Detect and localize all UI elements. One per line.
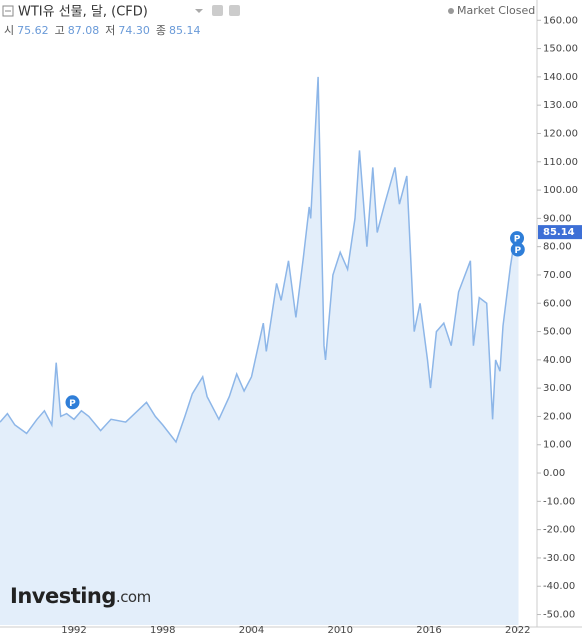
dropdown-icon[interactable] bbox=[195, 9, 203, 13]
y-tick-label: 120.00 bbox=[543, 128, 578, 139]
last-price-label: 85.14 bbox=[543, 227, 575, 238]
y-tick-label: 0.00 bbox=[543, 468, 565, 479]
event-marker[interactable] bbox=[65, 395, 80, 410]
status-dot bbox=[448, 8, 454, 14]
y-tick-label: -10.00 bbox=[543, 496, 575, 507]
logo-suffix: .com bbox=[116, 588, 151, 606]
event-marker-label: P bbox=[69, 399, 76, 409]
y-tick-label: -30.00 bbox=[543, 553, 575, 564]
y-tick-label: -20.00 bbox=[543, 525, 575, 536]
y-tick-label: 10.00 bbox=[543, 440, 572, 451]
x-tick-label: 1992 bbox=[61, 625, 86, 636]
ohlc-value: 75.62 bbox=[17, 24, 49, 37]
y-tick-label: 110.00 bbox=[543, 157, 578, 168]
y-tick-label: -50.00 bbox=[543, 610, 575, 621]
x-tick-label: 1998 bbox=[150, 625, 175, 636]
event-marker[interactable] bbox=[510, 242, 525, 257]
logo-main: Investing bbox=[10, 584, 116, 608]
ohlc-label: 시 bbox=[4, 24, 14, 37]
y-tick-label: 140.00 bbox=[543, 72, 578, 83]
x-tick-label: 2010 bbox=[328, 625, 353, 636]
market-status: Market Closed bbox=[457, 4, 535, 17]
event-marker-label: P bbox=[514, 235, 521, 245]
x-tick-label: 2016 bbox=[416, 625, 441, 636]
ohlc-value: 85.14 bbox=[169, 24, 201, 37]
y-tick-label: -40.00 bbox=[543, 581, 575, 592]
ohlc-value: 87.08 bbox=[68, 24, 100, 37]
last-price-tag bbox=[538, 225, 582, 240]
y-tick-label: 70.00 bbox=[543, 270, 572, 281]
collapse-icon[interactable] bbox=[2, 5, 14, 17]
x-tick-label: 2022 bbox=[505, 625, 530, 636]
logo: Investing.com bbox=[10, 584, 151, 608]
y-tick-label: 40.00 bbox=[543, 355, 572, 366]
event-marker[interactable] bbox=[510, 231, 525, 246]
y-tick-label: 130.00 bbox=[543, 100, 578, 111]
y-tick-label: 50.00 bbox=[543, 327, 572, 338]
y-tick-label: 100.00 bbox=[543, 185, 578, 196]
y-tick-label: 60.00 bbox=[543, 298, 572, 309]
y-tick-label: 20.00 bbox=[543, 411, 572, 422]
eye-icon[interactable] bbox=[212, 5, 223, 16]
y-tick-label: 30.00 bbox=[543, 383, 572, 394]
chart-title: WTI유 선물, 달, (CFD) bbox=[18, 5, 148, 20]
ohlc-value: 74.30 bbox=[118, 24, 150, 37]
y-tick-label: 90.00 bbox=[543, 213, 572, 224]
area-fill bbox=[0, 76, 519, 625]
x-tick-label: 2004 bbox=[239, 625, 264, 636]
price-line bbox=[0, 76, 520, 444]
ohlc-label: 종 bbox=[156, 24, 166, 37]
y-tick-label: 160.00 bbox=[543, 15, 578, 26]
ohlc-label: 고 bbox=[55, 24, 65, 37]
y-tick-label: 150.00 bbox=[543, 44, 578, 55]
ohlc-label: 저 bbox=[105, 24, 115, 37]
settings-icon[interactable] bbox=[229, 5, 240, 16]
y-tick-label: 80.00 bbox=[543, 242, 572, 253]
event-marker-label: P bbox=[514, 246, 521, 256]
